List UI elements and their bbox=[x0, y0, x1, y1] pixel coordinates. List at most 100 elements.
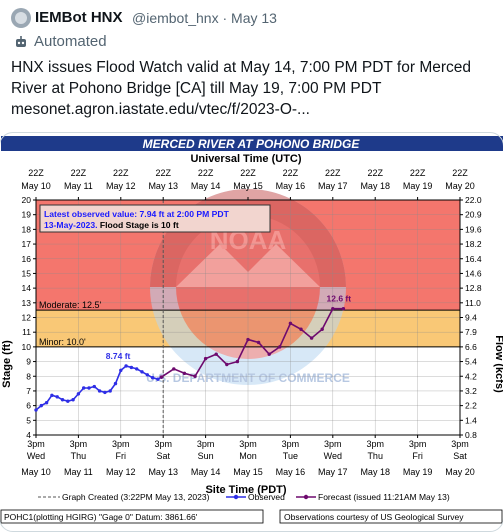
right-tick-label: 14.6 bbox=[465, 268, 482, 278]
robot-icon bbox=[16, 36, 26, 47]
forecast-point bbox=[309, 336, 314, 340]
left-tick-label: 14 bbox=[22, 283, 32, 293]
post-date[interactable]: May 13 bbox=[231, 10, 277, 26]
observed-point bbox=[124, 364, 128, 368]
observed-point bbox=[108, 389, 112, 393]
observed-point bbox=[34, 408, 38, 412]
y-right-label: Flow (kcfs) bbox=[493, 335, 503, 393]
legend-created: Graph Created (3:22PM May 13, 2023) bbox=[62, 492, 210, 502]
right-tick-label: 9.4 bbox=[465, 313, 477, 323]
forecast-point bbox=[225, 362, 229, 367]
right-tick-label: 6.6 bbox=[465, 342, 477, 352]
top-tick-date: May 14 bbox=[191, 181, 221, 191]
left-tick-label: 11 bbox=[22, 327, 31, 337]
bottom-tick-time: 3pm bbox=[27, 439, 45, 449]
observed-point bbox=[92, 384, 97, 389]
observed-point bbox=[129, 365, 134, 370]
minor-label: Minor: 10.0' bbox=[39, 337, 86, 347]
author-name[interactable]: IEMBot HNX bbox=[35, 9, 123, 26]
observed-point bbox=[39, 403, 43, 408]
footer-right-box bbox=[279, 509, 503, 524]
forecast-point bbox=[193, 374, 197, 378]
top-tick-date: May 10 bbox=[21, 181, 51, 191]
top-tick-time: 22Z bbox=[325, 168, 341, 178]
info-date: 13-May-2023. bbox=[44, 220, 98, 230]
info-latest-observed: Latest observed value: 7.94 ft at 2:00 P… bbox=[44, 209, 230, 219]
forecast-point bbox=[299, 327, 303, 331]
left-tick-label: 6 bbox=[26, 401, 31, 411]
left-tick-label: 17 bbox=[22, 239, 32, 249]
bottom-tick-date: May 13 bbox=[148, 467, 178, 477]
footer-left-box bbox=[0, 509, 264, 524]
observed-point bbox=[76, 392, 81, 396]
top-tick-date: May 12 bbox=[106, 181, 136, 191]
bottom-tick-date: May 12 bbox=[106, 467, 136, 477]
footer-left: POHC1(plotting HGIRG) "Gage 0" Datum: 38… bbox=[4, 512, 198, 522]
right-tick-label: 7.9 bbox=[465, 327, 477, 337]
forecast-point bbox=[159, 375, 164, 379]
avatar[interactable] bbox=[11, 8, 31, 28]
left-tick-label: 7 bbox=[26, 386, 31, 396]
watermark-bird bbox=[176, 244, 320, 287]
bottom-tick-day: Mon bbox=[239, 451, 257, 461]
legend-forecast-marker bbox=[303, 494, 309, 500]
author-handle[interactable]: @iembot_hnx bbox=[132, 10, 219, 26]
info-box-frame bbox=[39, 204, 271, 233]
forecast-point bbox=[267, 352, 271, 356]
forecast-point bbox=[341, 306, 346, 311]
left-tick-label: 19 bbox=[22, 210, 32, 220]
bottom-tick-time: 3pm bbox=[324, 439, 342, 449]
observed-point bbox=[87, 386, 91, 390]
top-tick-time: 22Z bbox=[367, 168, 383, 178]
top-tick-time: 22Z bbox=[71, 168, 87, 178]
bottom-tick-day: Sun bbox=[198, 451, 214, 461]
bottom-tick-date: May 19 bbox=[403, 467, 433, 477]
top-tick-date: May 20 bbox=[445, 181, 475, 191]
observed-point bbox=[135, 367, 139, 371]
author-handle-and-date: @iembot_hnx · May 13 bbox=[132, 10, 277, 26]
top-tick-time: 22Z bbox=[410, 168, 426, 178]
bottom-tick-day: Wed bbox=[324, 451, 342, 461]
bottom-tick-time: 3pm bbox=[112, 439, 130, 449]
observed-point bbox=[44, 400, 49, 405]
right-tick-label: 22.0 bbox=[465, 195, 482, 205]
top-tick-date: May 16 bbox=[276, 181, 306, 191]
top-tick-time: 22Z bbox=[283, 168, 299, 178]
top-tick-time: 22Z bbox=[28, 168, 44, 178]
hydrograph-card[interactable]: MERCED RIVER AT POHONO BRIDGE Universal … bbox=[0, 132, 503, 532]
observed-point bbox=[103, 390, 107, 395]
forecast-point bbox=[331, 306, 335, 311]
left-tick-label: 4 bbox=[26, 430, 31, 440]
info-flood-stage-text: Flood Stage is 10 ft bbox=[98, 220, 179, 230]
forecast-point bbox=[288, 321, 293, 326]
legend-forecast: Forecast (issued 11:21AM May 13) bbox=[318, 492, 450, 502]
bottom-tick-day: Fri bbox=[116, 451, 127, 461]
bottom-tick-date: May 16 bbox=[276, 467, 306, 477]
left-tick-label: 10 bbox=[22, 342, 32, 352]
right-tick-label: 2.2 bbox=[465, 401, 477, 411]
chart-legend: Graph Created (3:22PM May 13, 2023) Obse… bbox=[38, 492, 450, 502]
left-tick-label: 9 bbox=[26, 357, 31, 367]
bottom-tick-date: May 11 bbox=[64, 467, 93, 477]
right-tick-label: 12.8 bbox=[465, 283, 482, 293]
bottom-axis-ticks: 3pm Wed May 10 3pm Thu May 11 3pm Fri May 12 3pm S… bbox=[21, 435, 475, 477]
left-tick-label: 13 bbox=[22, 298, 32, 308]
bottom-tick-day: Tue bbox=[283, 451, 298, 461]
moderate-label: Moderate: 12.5' bbox=[39, 300, 102, 310]
card-border bbox=[0, 132, 503, 532]
observed-point bbox=[71, 398, 75, 402]
observed-point bbox=[97, 389, 102, 393]
right-tick-label: 5.4 bbox=[465, 357, 477, 367]
forecast-point bbox=[172, 367, 176, 371]
chart-title: MERCED RIVER AT POHONO BRIDGE bbox=[143, 137, 361, 151]
hydrograph-chart: MERCED RIVER AT POHONO BRIDGE Universal … bbox=[0, 136, 503, 524]
right-tick-label: 16.4 bbox=[465, 254, 482, 264]
forecast-point bbox=[203, 356, 208, 361]
right-tick-label: 11.0 bbox=[465, 298, 481, 308]
top-axis-ticks: 22Z May 10 22Z May 11 22Z May 12 22Z May 13 22Z M… bbox=[21, 168, 475, 200]
observed-point bbox=[145, 373, 149, 377]
top-tick-time: 22Z bbox=[155, 168, 171, 178]
bottom-tick-day: Thu bbox=[71, 451, 87, 461]
top-tick-date: May 19 bbox=[403, 181, 433, 191]
info-box: Latest observed value: 7.94 ft at 2:00 P… bbox=[39, 204, 271, 233]
